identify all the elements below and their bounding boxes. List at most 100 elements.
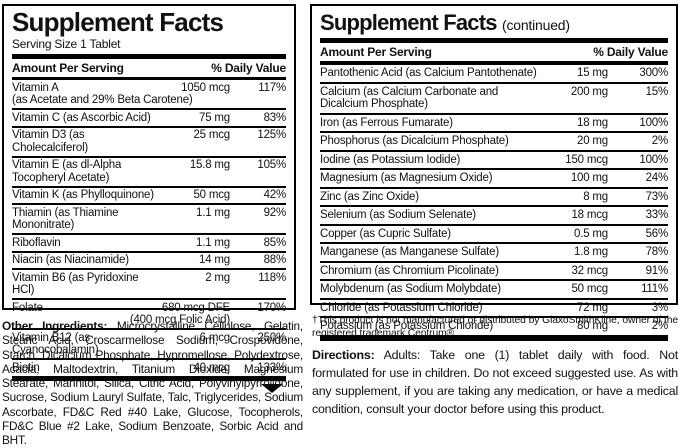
ingredient-daily-value: 3%: [651, 301, 668, 314]
ingredient-daily-value: 133%: [257, 361, 286, 374]
ingredient-name: Biotin: [12, 361, 40, 374]
table-row: Copper (as Cupric Sulfate) 0.5 mg 56%: [320, 223, 669, 243]
ingredient-amount: 18 mg: [577, 116, 608, 129]
nutrient-table: Vitamin A 1050 mcg 117% (as Acetate and 29%…: [12, 80, 286, 376]
ingredient-amount: 20 mg: [577, 135, 608, 148]
ingredient-amount: 40 mcg: [193, 361, 230, 374]
ingredient-daily-value: 111%: [641, 283, 668, 296]
ingredient-daily-value: 33%: [645, 209, 669, 222]
ingredient-name: Chloride (as Potassium Chloride): [320, 301, 483, 314]
table-row: Niacin (as Niacinamide) 14 mg 88%: [12, 250, 286, 269]
ingredient-amount: 1.1 mg: [196, 236, 230, 249]
table-row: Iodine (as Potassium Iodide) 150 mcg 100%: [320, 149, 668, 169]
table-row: Vitamin B6 (as Pyridoxine HCl) 2 mg 118%: [12, 268, 286, 298]
table-row: Pantothenic Acid (as Calcium Pantothenat…: [320, 65, 668, 82]
ingredient-daily-value: 250%: [257, 331, 286, 344]
table-row: Vitamin C (as Ascorbic Acid) 75 mg 83%: [12, 108, 286, 126]
ingredient-daily-value: 42%: [263, 189, 287, 202]
ingredient-name: Vitamin E (as dl-Alpha Tocopheryl Acetat…: [12, 159, 122, 184]
ingredient-name: Folate: [12, 301, 43, 314]
ingredient-daily-value: 2%: [651, 320, 668, 333]
ingredient-name: Selenium (as Sodium Selenate): [320, 209, 476, 222]
divider-bar: [320, 61, 668, 66]
divider-bar: [320, 334, 668, 341]
ingredient-amount: 14 mg: [199, 254, 230, 267]
table-row: Chloride (as Potassium Chloride) 72 mg 3%: [320, 297, 668, 317]
ingredient-amount: 32 mcg: [571, 264, 608, 277]
ingredient-name: Thiamin (as Thiamine Mononitrate): [12, 206, 119, 232]
ingredient-amount: 50 mcg: [193, 189, 230, 202]
supplement-facts-panel: Supplement Facts Serving Size 1 Tablet A…: [2, 4, 296, 393]
ingredient-amount: 75 mg: [199, 111, 230, 124]
ingredient-name: Vitamin A: [12, 81, 59, 94]
table-row: Folate 680 mcg DFE 170% (400 mcg Folic Acid…: [12, 298, 286, 328]
ingredient-amount: 72 mg: [577, 301, 608, 314]
table-row: Vitamin B12 (as Cyanocobalamin) 6 mcg 250%: [12, 328, 286, 358]
ingredient-daily-value: 85%: [263, 236, 287, 249]
table-row: Vitamin E (as dl-Alpha Tocopheryl Acetat…: [12, 155, 286, 186]
ingredient-daily-value: 92%: [263, 206, 287, 219]
other-ingredients-label: Other Ingredients:: [2, 319, 108, 333]
ingredient-name: Manganese (as Manganese Sulfate): [320, 246, 499, 259]
ingredient-name: Iodine (as Potassium Iodide): [320, 153, 461, 166]
ingredient-amount: 15 mg: [577, 67, 608, 80]
ingredient-name: Copper (as Cupric Sulfate): [320, 227, 451, 240]
table-row: Vitamin K (as Phylloquinone) 50 mcg 42%: [12, 185, 287, 204]
continued-arrow-icon: [261, 383, 283, 393]
ingredient-amount-detail: (400 mcg Folic Acid): [129, 314, 230, 327]
column-amount-per-serving: Amount Per Serving: [12, 61, 124, 76]
ingredient-daily-value: 56%: [645, 227, 669, 240]
ingredient-name: Vitamin C (as Ascorbic Acid): [12, 111, 151, 124]
divider-bar: [12, 375, 286, 381]
directions-label: Directions:: [312, 348, 375, 362]
ingredient-name: Riboflavin: [12, 236, 61, 249]
ingredient-daily-value: 125%: [257, 129, 286, 142]
table-header: Amount Per Serving % Daily Value: [12, 59, 286, 77]
ingredient-name: Magnesium (as Magnesium Oxide): [320, 172, 493, 185]
ingredient-amount: 100 mg: [570, 172, 608, 185]
ingredient-daily-value: 118%: [258, 271, 286, 284]
ingredient-name: Phosphorus (as Dicalcium Phosphate): [320, 135, 509, 148]
ingredient-name: Zinc (as Zinc Oxide): [320, 190, 419, 203]
table-header: Amount Per Serving % Daily Value: [320, 43, 668, 61]
ingredient-amount: 200 mg: [570, 85, 608, 98]
ingredient-daily-value: 15%: [645, 85, 669, 98]
ingredient-daily-value: 100%: [639, 116, 668, 129]
ingredient-amount: 8 mg: [583, 190, 608, 203]
panel-title-continued: (continued): [502, 17, 570, 33]
table-row: Riboflavin 1.1 mg 85%: [12, 233, 286, 251]
ingredient-amount: 15.8 mg: [189, 159, 230, 172]
ingredient-amount: 18 mcg: [571, 209, 608, 222]
divider-bar: [12, 77, 286, 81]
table-row: Vitamin D3 (as Cholecalciferol) 25 mcg 125…: [12, 125, 286, 156]
ingredient-daily-value: 105%: [257, 159, 286, 172]
table-row: Magnesium (as Magnesium Oxide) 100 mg 24%: [320, 168, 668, 187]
ingredient-amount: 6 mcg: [199, 331, 231, 344]
table-row: Iron (as Ferrous Fumarate) 18 mg 100%: [320, 112, 668, 132]
table-row: Calcium (as Calcium Carbonate and Dicalc…: [320, 81, 669, 113]
ingredient-amount: 50 mcg: [571, 283, 608, 296]
ingredient-name-detail: (as Acetate and 29% Beta Carotene): [12, 94, 193, 107]
ingredient-amount: 2 mg: [205, 271, 230, 284]
ingredient-amount: 680 mcg DFE: [161, 301, 230, 314]
table-row: Thiamin (as Thiamine Mononitrate) 1.1 mg 9…: [12, 203, 286, 233]
ingredient-daily-value: 73%: [645, 190, 669, 203]
ingredient-name: Molybdenum (as Sodium Molybdate): [320, 283, 501, 296]
ingredient-amount: 150 mcg: [565, 153, 608, 166]
serving-size: Serving Size 1 Tablet: [12, 37, 121, 52]
ingredient-name: Vitamin B6 (as Pyridoxine HCl): [12, 271, 139, 297]
ingredient-name: Vitamin K (as Phylloquinone): [12, 189, 154, 202]
table-row: Molybdenum (as Sodium Molybdate) 50 mcg 11…: [320, 279, 668, 298]
table-row: Potassium (as Potassium Chloride) 80 mg 2%: [320, 316, 668, 335]
table-row: Zinc (as Zinc Oxide) 8 mg 73%: [320, 186, 669, 206]
table-row: Manganese (as Manganese Sulfate) 1.8 mg 78…: [320, 242, 668, 261]
ingredient-name: Vitamin B12 (as Cyanocobalamin): [12, 331, 99, 357]
ingredient-amount: 1.8 mg: [574, 246, 608, 259]
ingredient-name: Niacin (as Niacinamide): [12, 254, 129, 267]
ingredient-name: Potassium (as Potassium Chloride): [320, 320, 493, 333]
supplement-facts-continued-panel: Supplement Facts (continued) Amount Per …: [310, 4, 678, 341]
panel-title-text: Supplement Facts: [320, 10, 497, 35]
ingredient-name: Chromium (as Chromium Picolinate): [320, 264, 499, 277]
table-row: Chromium (as Chromium Picolinate) 32 mcg 9…: [320, 260, 668, 280]
ingredient-daily-value: 170%: [257, 301, 286, 314]
